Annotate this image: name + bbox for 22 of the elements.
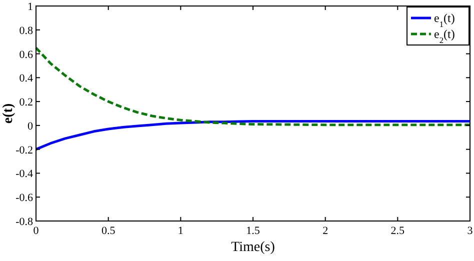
y-tick-label: 1 (28, 1, 33, 13)
y-tick-label: -0.8 (16, 216, 34, 228)
y-tick-label: 0 (28, 120, 34, 132)
x-tick-label: 3 (467, 225, 474, 237)
x-tick-label: 2.5 (390, 225, 406, 237)
x-axis-title: Time(s) (231, 240, 276, 255)
x-tick-label: 2 (322, 225, 328, 237)
line-series (34, 46, 472, 126)
y-tick-label: 0.4 (19, 72, 34, 85)
y-tick-label: -0.6 (16, 192, 34, 204)
x-tick-label: 0.5 (101, 225, 116, 237)
y-tick-label: 0.6 (19, 48, 34, 61)
legend-label: e$_{2}$(t) (434, 27, 455, 44)
y-axis-title: e(t) (1, 103, 16, 124)
legend-label: e$_{1}$(t) (434, 11, 455, 28)
y-tick-label: 0.2 (19, 96, 33, 109)
y-tick-label: -0.2 (16, 144, 33, 156)
line-series (34, 120, 472, 151)
x-tick-label: 1 (178, 225, 184, 237)
x-tick-label: 1.5 (246, 225, 260, 237)
y-tick-label: 0.8 (19, 24, 34, 37)
y-tick-label: -0.4 (16, 168, 34, 180)
